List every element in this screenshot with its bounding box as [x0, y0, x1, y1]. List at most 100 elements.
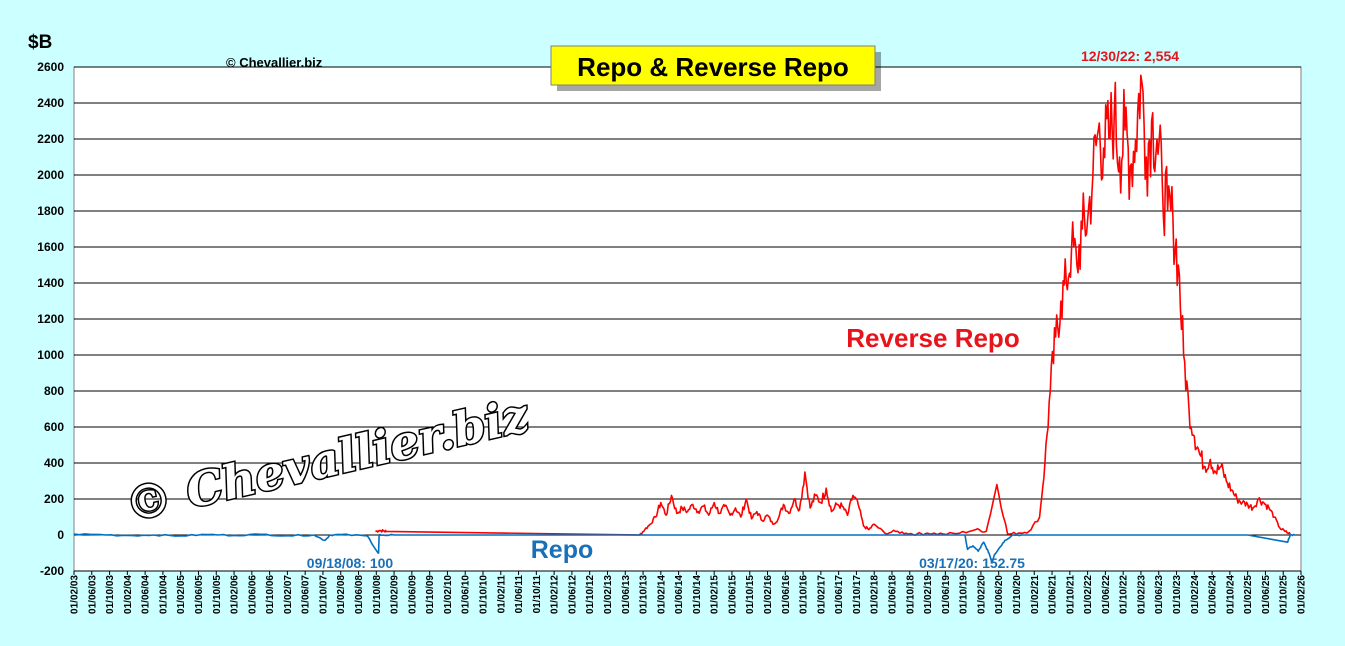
x-tick-label: 01/06/18	[888, 575, 899, 614]
x-tick-label: 01/06/14	[674, 575, 685, 614]
series-line-reverse-repo	[375, 74, 1291, 537]
x-tick-label: 01/10/16	[799, 575, 810, 614]
y-tick-label: 200	[44, 492, 64, 506]
y-tick-label: 1400	[37, 276, 64, 290]
x-tick-label: 01/02/08	[336, 575, 347, 614]
x-tick-label: 01/02/07	[283, 575, 294, 614]
x-tick-label: 01/06/20	[994, 575, 1005, 614]
x-tick-label: 01/06/15	[727, 575, 738, 614]
x-tick-label: 01/06/25	[1261, 575, 1272, 614]
y-tick-label: 1000	[37, 348, 64, 362]
chart-title: Repo & Reverse Repo	[577, 52, 849, 82]
x-tick-label: 01/10/22	[1119, 575, 1130, 614]
x-tick-label: 01/02/22	[1083, 575, 1094, 614]
x-tick-label: 01/02/16	[763, 575, 774, 614]
x-tick-label: 01/02/09	[390, 575, 401, 614]
x-tick-label: 01/10/05	[212, 575, 223, 614]
x-tick-label: 01/02/14	[656, 575, 667, 614]
x-tick-label: 01/02/11	[496, 575, 507, 614]
x-tick-label: 01/10/14	[692, 575, 703, 614]
x-tick-label: 01/10/06	[265, 575, 276, 614]
y-axis-tick-labels: -200 0 200 400 600 800 1000 1200 1400 1600 1800 200…	[37, 60, 64, 578]
x-tick-label: 01/10/23	[1172, 575, 1183, 614]
x-tick-label: 01/06/07	[301, 575, 312, 614]
y-axis-unit-label: $B	[28, 32, 52, 53]
x-tick-label: 01/06/13	[621, 575, 632, 614]
x-tick-label: 01/02/23	[1136, 575, 1147, 614]
x-tick-label: 01/02/04	[123, 575, 134, 614]
x-tick-label: 01/02/05	[176, 575, 187, 614]
x-tick-label: 01/06/08	[354, 575, 365, 614]
x-axis-tick-labels: 01/02/03 01/06/03 01/10/03 01/02/04 01/06/04…	[70, 571, 1308, 614]
grid-lines	[74, 66, 1301, 572]
x-tick-label: 01/06/06	[247, 575, 258, 614]
x-tick-label: 01/06/22	[1101, 575, 1112, 614]
y-tick-label: 2200	[37, 132, 64, 146]
x-tick-label: 01/02/25	[1243, 575, 1254, 614]
y-tick-label: 2000	[37, 168, 64, 182]
x-tick-label: 01/10/18	[905, 575, 916, 614]
x-tick-label: 01/10/20	[1012, 575, 1023, 614]
x-tick-label: 01/06/11	[514, 575, 525, 614]
x-tick-label: 01/02/20	[976, 575, 987, 614]
x-tick-label: 01/10/08	[372, 575, 383, 614]
x-tick-label: 01/02/19	[923, 575, 934, 614]
y-tick-label: 2400	[37, 96, 64, 110]
x-tick-label: 01/02/13	[603, 575, 614, 614]
x-tick-label: 01/10/15	[745, 575, 756, 614]
annotation-repo-2020: 03/17/20: 152.75	[919, 555, 1025, 571]
y-tick-label: 600	[44, 420, 64, 434]
series-line-repo	[73, 533, 1296, 564]
x-tick-label: 01/06/10	[461, 575, 472, 614]
x-tick-label: 01/10/25	[1279, 575, 1290, 614]
x-tick-label: 01/06/23	[1154, 575, 1165, 614]
y-tick-label: 400	[44, 456, 64, 470]
x-tick-label: 01/02/18	[870, 575, 881, 614]
x-tick-label: 01/10/03	[105, 575, 116, 614]
x-tick-label: 01/06/19	[941, 575, 952, 614]
x-tick-label: 01/06/21	[1048, 575, 1059, 614]
x-tick-label: 01/06/17	[834, 575, 845, 614]
x-tick-label: 01/10/09	[425, 575, 436, 614]
y-tick-label: 1600	[37, 240, 64, 254]
x-tick-label: 01/06/05	[194, 575, 205, 614]
y-tick-label: 1200	[37, 312, 64, 326]
x-tick-label: 01/06/04	[141, 575, 152, 614]
x-tick-label: 01/02/26	[1297, 575, 1308, 614]
series-layer	[73, 74, 1296, 564]
copyright-small-text: © Chevallier.biz	[226, 55, 323, 70]
x-tick-label: 01/02/12	[550, 575, 561, 614]
x-tick-label: 01/10/12	[585, 575, 596, 614]
x-tick-label: 01/02/03	[70, 575, 81, 614]
x-tick-label: 01/06/03	[87, 575, 98, 614]
y-tick-label: 2600	[37, 60, 64, 74]
x-tick-label: 01/06/12	[567, 575, 578, 614]
x-tick-label: 01/10/10	[479, 575, 490, 614]
series-label-reverse-repo: Reverse Repo	[846, 323, 1019, 353]
y-tick-label: 1800	[37, 204, 64, 218]
x-tick-label: 01/10/17	[852, 575, 863, 614]
x-tick-label: 01/02/10	[443, 575, 454, 614]
annotation-peak-reverse-repo: 12/30/22: 2,554	[1081, 48, 1179, 64]
x-tick-label: 01/06/16	[781, 575, 792, 614]
y-tick-label: 0	[57, 528, 64, 542]
y-tick-label: -200	[40, 564, 64, 578]
x-tick-label: 01/10/07	[318, 575, 329, 614]
x-tick-label: 01/10/21	[1065, 575, 1076, 614]
x-tick-label: 01/02/06	[230, 575, 241, 614]
series-label-repo: Repo	[531, 536, 594, 564]
x-tick-label: 01/06/09	[407, 575, 418, 614]
x-tick-label: 01/10/04	[158, 575, 169, 614]
x-tick-label: 01/10/24	[1225, 575, 1236, 614]
x-tick-label: 01/02/15	[710, 575, 721, 614]
x-tick-label: 01/02/17	[816, 575, 827, 614]
x-tick-label: 01/02/24	[1190, 575, 1201, 614]
x-tick-label: 01/10/13	[639, 575, 650, 614]
x-tick-label: 01/02/21	[1030, 575, 1041, 614]
annotation-repo-2008: 09/18/08: 100	[307, 555, 394, 571]
y-tick-label: 800	[44, 384, 64, 398]
x-tick-label: 01/06/24	[1208, 575, 1219, 614]
x-tick-label: 01/10/11	[532, 575, 543, 614]
chart-title-box: Repo & Reverse Repo	[550, 45, 881, 91]
